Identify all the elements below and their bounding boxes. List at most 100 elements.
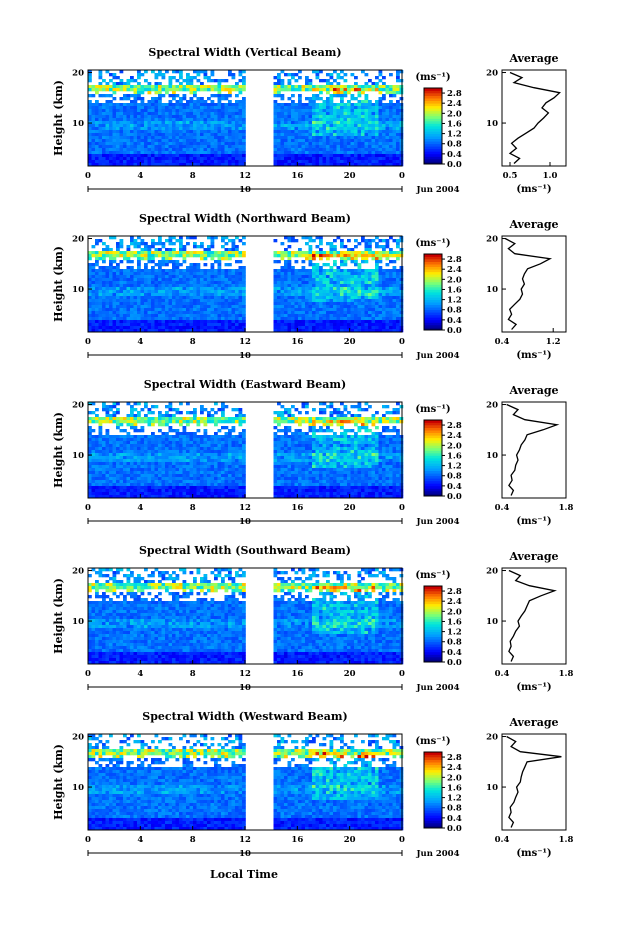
day-label: 10 [239, 517, 251, 527]
average-y-tick-label: 10 [486, 119, 498, 129]
colorbar-swatch [424, 802, 442, 806]
colorbar-swatch [424, 588, 442, 592]
colorbar-swatch [424, 261, 442, 265]
colorbar-swatch [424, 115, 442, 119]
panel-4: Spectral Width (Southward Beam) 10 20 Heigh… [52, 544, 573, 693]
colorbar-tick-label: 2.8 [447, 753, 462, 763]
y-tick-label: 20 [72, 567, 84, 577]
colorbar-swatch [424, 611, 442, 615]
colorbar-swatch [424, 624, 442, 627]
colorbar-tick-label: 0.8 [447, 804, 462, 814]
y-tick-label: 20 [72, 235, 84, 245]
colorbar-swatch [424, 131, 442, 134]
colorbar-swatch [424, 304, 442, 308]
colorbar-swatch [424, 128, 442, 132]
x-tick-label: 4 [137, 835, 143, 845]
colorbar-swatch [424, 603, 442, 607]
colorbar-tick-label: 2.0 [447, 773, 462, 783]
colorbar-swatch [424, 613, 442, 617]
colorbar-swatch [424, 598, 442, 602]
colorbar-swatch [424, 815, 442, 819]
x-tick-label: 0 [399, 171, 405, 181]
colorbar-tick-label: 1.2 [447, 296, 462, 306]
colorbar-swatch [424, 88, 442, 91]
colorbar-swatch [424, 450, 442, 454]
colorbar-swatch [424, 297, 442, 300]
colorbar-tick-label: 0.4 [447, 648, 462, 658]
colorbar-swatch [424, 779, 442, 783]
day-label: 10 [239, 185, 251, 195]
colorbar-swatch [424, 123, 442, 127]
colorbar-swatch [424, 805, 442, 809]
colorbar-swatch [424, 452, 442, 456]
average-x-tick-label: 0.5 [503, 171, 518, 181]
average-title: Average [508, 218, 558, 231]
average-unit: (ms⁻¹) [516, 848, 551, 859]
colorbar-unit: (ms⁻¹) [415, 736, 450, 747]
colorbar-swatch [424, 133, 442, 137]
colorbar-tick-label: 1.6 [447, 783, 462, 793]
colorbar-swatch [424, 634, 442, 637]
colorbar-swatch [424, 435, 442, 439]
colorbar-frame [423, 253, 443, 331]
colorbar-swatch [424, 259, 442, 262]
average-x-tick-label: 0.4 [495, 669, 510, 679]
average-x-tick-label: 0.4 [495, 337, 510, 347]
average-x-tick-label: 1.2 [546, 337, 561, 347]
colorbar-swatch [424, 136, 442, 139]
colorbar-tick-label: 0.8 [447, 306, 462, 316]
x-tick-label: 12 [239, 503, 251, 513]
colorbar-swatch [424, 120, 442, 124]
average-x-tick-label: 0.4 [495, 503, 510, 513]
colorbar-swatch [424, 825, 442, 829]
colorbar-swatch [424, 153, 442, 157]
x-tick-label: 8 [190, 835, 196, 845]
colorbar-swatch [424, 90, 442, 94]
colorbar-unit: (ms⁻¹) [415, 72, 450, 83]
colorbar-swatch [424, 274, 442, 278]
average-y-tick-label: 10 [486, 617, 498, 627]
x-tick-label: 0 [85, 835, 91, 845]
average-frame [501, 235, 567, 333]
colorbar-unit: (ms⁻¹) [415, 238, 450, 249]
average-title: Average [508, 716, 558, 729]
colorbar-swatch [424, 158, 442, 162]
average-x-tick-label: 1.8 [559, 835, 574, 845]
average-y-tick-label: 20 [486, 235, 498, 245]
colorbar-swatch [424, 317, 442, 321]
y-tick-label: 20 [72, 401, 84, 411]
average-title: Average [508, 384, 558, 397]
colorbar-tick-label: 2.8 [447, 587, 462, 597]
colorbar-swatch [424, 148, 442, 152]
y-axis-label: Height (km) [52, 246, 65, 322]
x-tick-label: 20 [344, 835, 356, 845]
colorbar-swatch [424, 425, 442, 428]
average-profile-line [506, 403, 560, 496]
colorbar-swatch [424, 118, 442, 122]
colorbar-swatch [424, 493, 442, 497]
x-tick-label: 20 [344, 503, 356, 513]
average-unit: (ms⁻¹) [516, 516, 551, 527]
colorbar-swatch [424, 463, 442, 466]
colorbar-swatch [424, 596, 442, 599]
average-x-tick-label: 0.4 [495, 835, 510, 845]
heatmap-cells [88, 70, 404, 167]
colorbar-swatch [424, 309, 442, 313]
colorbar-swatch [424, 138, 442, 142]
average-unit: (ms⁻¹) [516, 682, 551, 693]
average-y-tick-label: 20 [486, 401, 498, 411]
colorbar-tick-label: 2.8 [447, 89, 462, 99]
colorbar-swatch [424, 752, 442, 755]
colorbar-swatch [424, 447, 442, 451]
colorbar-swatch [424, 442, 442, 446]
day-label: 10 [239, 849, 251, 859]
x-tick-label: 8 [190, 503, 196, 513]
y-tick-label: 10 [72, 617, 84, 627]
colorbar-swatch [424, 440, 442, 444]
colorbar-frame [423, 419, 443, 497]
x-tick-label: 12 [239, 669, 251, 679]
colorbar-tick-label: 0.0 [447, 658, 462, 668]
panel-title: Spectral Width (Vertical Beam) [148, 46, 341, 59]
x-tick-label: 4 [137, 669, 143, 679]
